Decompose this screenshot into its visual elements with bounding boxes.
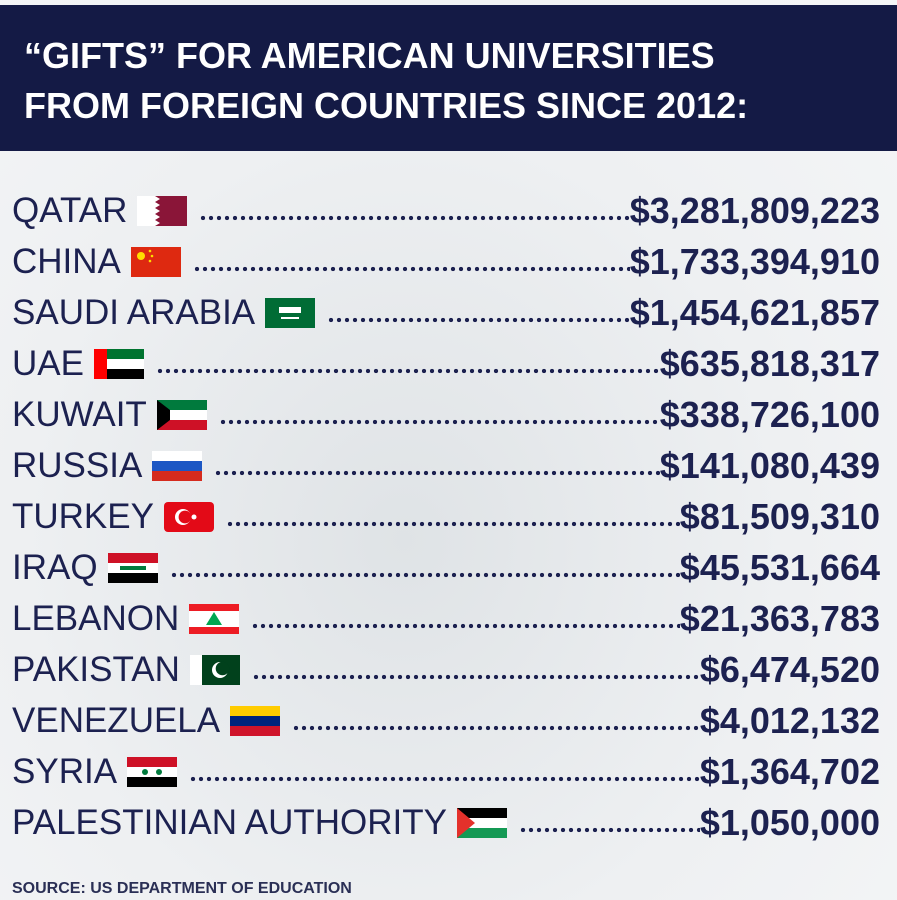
flag [127,756,178,787]
amount: $338,726,100 [659,393,880,435]
leader [251,622,680,629]
country: RUSSIA [12,445,143,485]
leader [199,214,630,221]
leader [218,418,660,425]
leader [251,673,700,680]
country: TURKEY [12,496,154,536]
title-line: “GIFTS” FOR AMERICAN UNIVERSITIES [24,35,715,76]
flag [130,246,181,277]
amount: $6,474,520 [699,648,880,690]
row: VENEZUELA $4,012,132 [12,695,880,746]
title-line: FROM FOREIGN COUNTRIES SINCE 2012: [24,85,749,126]
country: SAUDI ARABIA [12,292,256,332]
list: QATAR $3,281,809,223 CHINA $1,733,394,91… [12,185,880,848]
amount: $81,509,310 [679,495,880,537]
row: SAUDI ARABIA $1,454,621,857 [12,287,880,338]
country: KUWAIT [12,394,147,434]
country: UAE [12,343,84,383]
leader [214,469,660,476]
amount: $635,818,317 [659,342,880,384]
header: “GIFTS” FOR AMERICAN UNIVERSITIES FROM F… [0,5,897,151]
row: PAKISTAN $6,474,520 [12,644,880,695]
flag [189,654,240,685]
amount: $1,733,394,910 [629,240,880,282]
flag [107,552,158,583]
leader [519,826,700,833]
country: LEBANON [12,598,180,638]
leader [169,571,680,578]
leader [192,265,630,272]
leader [327,316,630,323]
row: QATAR $3,281,809,223 [12,185,880,236]
amount: $1,050,000 [699,801,880,843]
row: SYRIA $1,364,702 [12,746,880,797]
flag [156,399,207,430]
flag [163,501,214,532]
flag [265,297,316,328]
country: PAKISTAN [12,649,180,689]
amount: $1,454,621,857 [629,291,880,333]
country: QATAR [12,190,128,230]
row: LEBANON $21,363,783 [12,593,880,644]
flag [189,603,240,634]
row: IRAQ $45,531,664 [12,542,880,593]
amount: $3,281,809,223 [629,189,880,231]
amount: $4,012,132 [699,699,880,741]
leader [189,775,700,782]
amount: $141,080,439 [659,444,880,486]
row: RUSSIA $141,080,439 [12,440,880,491]
flag [137,195,188,226]
leader [225,520,680,527]
amount: $1,364,702 [699,750,880,792]
leader [155,367,660,374]
flag [457,807,507,838]
row: KUWAIT $338,726,100 [12,389,880,440]
amount: $21,363,783 [679,597,880,639]
country: VENEZUELA [12,700,221,740]
row: PALESTINIAN AUTHORITY $1,050,000 [12,797,880,848]
row: UAE $635,818,317 [12,338,880,389]
country: CHINA [12,241,121,281]
leader [292,724,700,731]
country: PALESTINIAN AUTHORITY [12,802,447,842]
country: SYRIA [12,751,118,791]
flag [230,705,281,736]
source: SOURCE: US DEPARTMENT OF EDUCATION [12,880,352,897]
flag [93,348,144,379]
row: TURKEY $81,509,310 [12,491,880,542]
flag [152,450,203,481]
amount: $45,531,664 [679,546,880,588]
row: CHINA $1,733,394,910 [12,236,880,287]
country: IRAQ [12,547,98,587]
